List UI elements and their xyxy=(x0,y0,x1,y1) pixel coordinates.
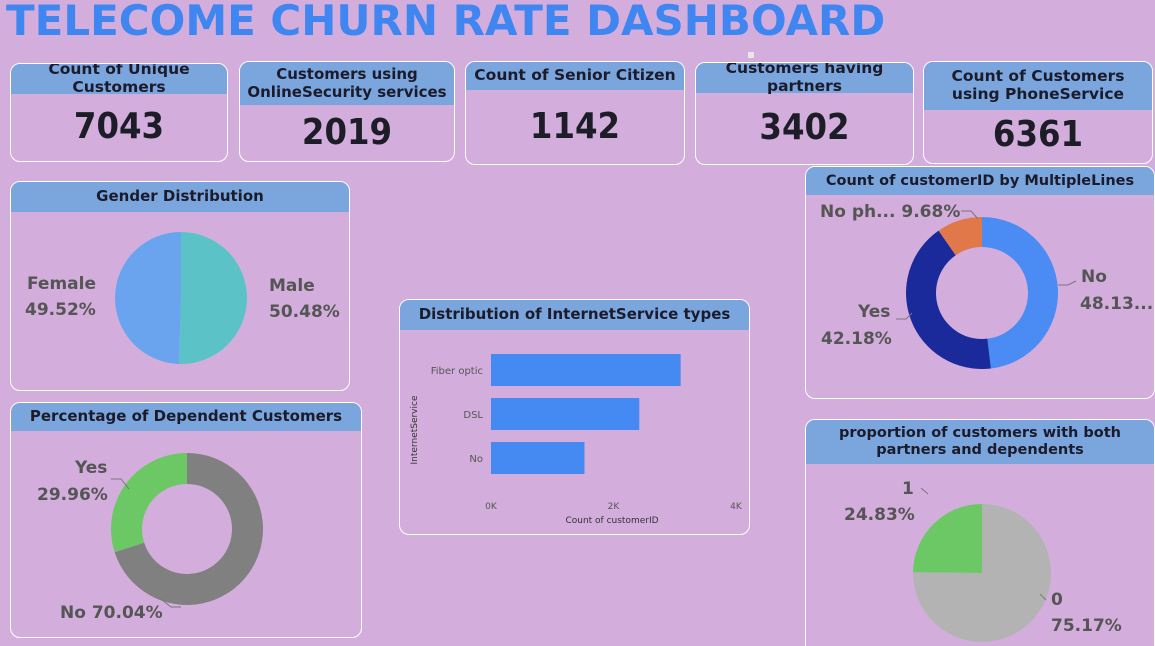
category-label: DSL xyxy=(463,410,483,421)
kpi-value: 2019 xyxy=(301,112,393,153)
category-label: No xyxy=(469,454,483,465)
y-axis-label: InternetService xyxy=(410,395,420,464)
donut-slice-no[interactable] xyxy=(114,453,264,605)
donut-slice-yes[interactable] xyxy=(111,453,187,553)
kpi-value: 1142 xyxy=(529,106,621,147)
gender-pie xyxy=(114,232,247,364)
leader-line xyxy=(1039,593,1047,601)
kpi-card-online-security[interactable]: Customers using OnlineSecurity services … xyxy=(239,61,455,162)
chart-title: Percentage of Dependent Customers xyxy=(11,403,361,431)
x-tick-label: 0K xyxy=(485,502,498,512)
kpi-card-partners[interactable]: Customers having partners 3402 xyxy=(695,62,914,165)
pie-slice-0[interactable] xyxy=(913,504,1051,642)
kpi-value: 7043 xyxy=(73,106,165,147)
kpi-label: Count of Senior Citizen xyxy=(466,62,684,90)
chart-title: Gender Distribution xyxy=(11,182,349,212)
donut-slice-no-phone-service[interactable] xyxy=(938,217,982,256)
kpi-label: Customers having partners xyxy=(696,63,913,95)
internet-service-card[interactable]: Distribution of InternetService types In… xyxy=(399,299,750,535)
x-tick-label: 2K xyxy=(608,502,621,512)
bar-fiber-optic[interactable] xyxy=(491,354,681,386)
multiplelines-card[interactable]: Count of customerID by MultipleLines No … xyxy=(805,166,1155,399)
partners-dependents-card[interactable]: proportion of customers with both partne… xyxy=(805,419,1155,646)
multiplelines-donut xyxy=(896,210,1077,369)
chart-title: proportion of customers with both partne… xyxy=(806,420,1154,464)
yes-label: Yes xyxy=(858,302,891,322)
leader-line xyxy=(111,478,130,490)
x-axis-label: Count of customerID xyxy=(565,516,658,526)
x-tick-label: 4K xyxy=(730,502,743,512)
partners-dependents-pie xyxy=(913,487,1051,642)
leader-line xyxy=(160,598,181,608)
yes-pct: 42.18% xyxy=(821,329,892,349)
bar-no[interactable] xyxy=(491,442,585,474)
dependents-donut xyxy=(111,453,264,608)
pie-slice-male[interactable] xyxy=(179,232,247,364)
kpi-card-unique-customers[interactable]: Count of Unique Customers 7043 xyxy=(10,63,228,162)
kpi-value: 6361 xyxy=(992,114,1084,155)
chart-title: Distribution of InternetService types xyxy=(400,300,749,330)
leader-line xyxy=(961,210,979,220)
one-pct: 24.83% xyxy=(844,505,915,525)
donut-slice-no[interactable] xyxy=(982,217,1058,369)
no-phone-label: No ph... 9.68% xyxy=(820,202,961,222)
kpi-card-phone-service[interactable]: Count of Customers using PhoneService 63… xyxy=(923,61,1153,164)
chart-title: Count of customerID by MultipleLines xyxy=(806,167,1154,195)
female-pct: 49.52% xyxy=(25,300,96,320)
male-label: Male xyxy=(269,276,315,296)
no-label: No xyxy=(1081,267,1107,287)
dashboard-title: TELECOME CHURN RATE DASHBOARD xyxy=(6,0,886,45)
kpi-label: Customers using OnlineSecurity services xyxy=(240,62,454,105)
dependents-card[interactable]: Percentage of Dependent Customers Yes 29… xyxy=(10,402,362,638)
no-label: No 70.04% xyxy=(60,603,163,623)
kpi-label: Count of Unique Customers xyxy=(11,64,227,96)
no-pct: 48.13... xyxy=(1080,294,1154,314)
yes-label: Yes xyxy=(75,458,108,478)
donut-slice-yes[interactable] xyxy=(906,230,991,369)
one-label: 1 xyxy=(902,479,914,499)
bar-dsl[interactable] xyxy=(491,398,640,430)
kpi-label: Count of Customers using PhoneService xyxy=(924,62,1152,110)
male-pct: 50.48% xyxy=(269,302,340,322)
gender-distribution-card[interactable]: Gender Distribution Female 49.52% Male 5… xyxy=(10,181,350,391)
category-label: Fiber optic xyxy=(431,366,483,377)
female-label: Female xyxy=(27,274,96,294)
kpi-card-senior-citizen[interactable]: Count of Senior Citizen 1142 xyxy=(465,61,685,165)
selection-dot xyxy=(748,52,754,58)
yes-pct: 29.96% xyxy=(37,485,108,505)
leader-line xyxy=(896,312,913,320)
kpi-value: 3402 xyxy=(759,107,850,148)
pie-slice-1[interactable] xyxy=(913,504,982,573)
internet-bar-chart: InternetService Count of customerID Fibe… xyxy=(410,354,743,526)
leader-line xyxy=(1058,280,1077,286)
pie-slice-female[interactable] xyxy=(114,232,181,364)
zero-pct: 75.17% xyxy=(1051,616,1122,636)
zero-label: 0 xyxy=(1051,590,1063,610)
leader-line xyxy=(920,487,929,495)
